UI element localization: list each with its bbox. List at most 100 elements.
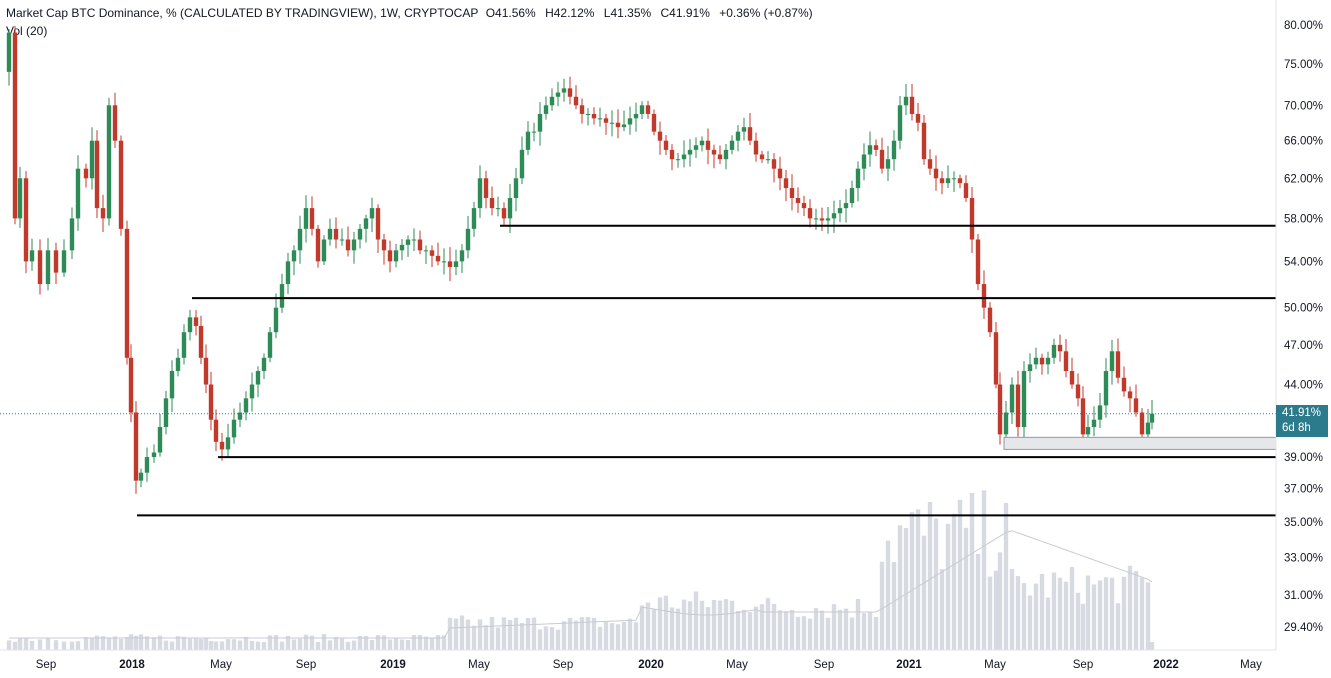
horizontal-levels[interactable]: [0, 224, 1277, 517]
price-tick-label: 47.00%: [1284, 340, 1323, 352]
candle-body: [807, 208, 813, 219]
volume-bar: [213, 641, 219, 650]
volume-bar: [1009, 569, 1015, 650]
volume-bar: [993, 570, 999, 650]
candle-body: [837, 208, 843, 214]
volume-bar: [777, 610, 783, 650]
candle: [675, 152, 681, 168]
candle-body: [106, 105, 112, 219]
volume-bar: [657, 597, 663, 650]
candle-body: [133, 412, 139, 481]
candle-body: [169, 371, 175, 399]
candle-body: [849, 188, 855, 204]
candle-body: [831, 213, 837, 219]
candle: [969, 186, 975, 253]
candle-body: [765, 159, 771, 161]
price-tick-label: 62.00%: [1284, 173, 1323, 185]
volume-bar: [193, 637, 199, 650]
volume-bar: [591, 617, 597, 650]
volume-bar: [237, 640, 243, 650]
candle: [357, 223, 363, 249]
candle: [94, 130, 100, 219]
volume-bar: [61, 641, 67, 650]
candle: [447, 247, 453, 282]
volume-bar: [345, 641, 351, 650]
candle-body: [163, 398, 169, 427]
volume-bar: [351, 640, 357, 650]
volume-bar: [249, 640, 255, 650]
candle-body: [717, 154, 723, 160]
candle-body: [357, 228, 363, 240]
chart-header: Market Cap BTC Dominance, % (CALCULATED …: [6, 6, 819, 20]
candle: [831, 200, 837, 233]
volume-bar: [771, 603, 777, 650]
candle-body: [399, 244, 405, 251]
candle: [813, 208, 819, 230]
candle: [128, 344, 134, 423]
candle: [118, 135, 124, 236]
candle-body: [915, 113, 921, 123]
candle-body: [549, 96, 555, 106]
candle-body: [573, 96, 579, 106]
volume-bar: [597, 626, 603, 650]
candle: [459, 244, 465, 273]
candle: [1080, 386, 1086, 446]
volume-bar: [525, 618, 531, 650]
candle-body: [435, 255, 441, 262]
symbol-title[interactable]: Market Cap BTC Dominance, % (CALCULATED …: [6, 6, 479, 20]
volume-bar: [507, 620, 513, 650]
volume-bar: [783, 611, 789, 650]
volume-bar: [267, 635, 273, 650]
volume-bar: [53, 640, 59, 650]
volume-bar: [537, 629, 543, 650]
volume-bar: [1097, 580, 1103, 650]
high-value: H42.12%: [545, 6, 595, 20]
candle: [585, 108, 591, 126]
candle-body: [537, 113, 543, 132]
candle: [193, 310, 199, 336]
volume-bar: [663, 595, 669, 650]
candle-body: [867, 145, 873, 155]
candle-body: [471, 208, 477, 229]
candle: [945, 165, 951, 189]
candle-body: [747, 127, 753, 141]
candle-body: [267, 332, 273, 358]
candle: [741, 117, 747, 141]
price-tick-label: 37.00%: [1284, 484, 1323, 496]
candle-body: [567, 88, 573, 97]
candle: [351, 231, 357, 264]
candle-body: [1039, 357, 1045, 365]
volume-bar: [885, 540, 891, 650]
candle: [573, 85, 579, 110]
volume-bar: [29, 640, 35, 650]
candle: [29, 238, 35, 271]
price-tick-label: 66.00%: [1284, 136, 1323, 148]
candle-body: [124, 228, 130, 358]
candle: [663, 135, 669, 155]
candle: [519, 136, 525, 185]
volume-bar: [1127, 565, 1133, 650]
price-tick-label: 70.00%: [1284, 100, 1323, 112]
candle: [997, 372, 1003, 445]
candle-body: [1027, 364, 1033, 372]
volume-bar: [549, 627, 555, 650]
candle: [327, 218, 333, 246]
candle: [867, 131, 873, 167]
candle: [203, 344, 209, 394]
candle-body: [441, 261, 447, 263]
volume-bar: [819, 610, 825, 650]
volume-bar: [1109, 577, 1115, 650]
volume-bar: [169, 641, 175, 650]
volume-bars: [6, 490, 1155, 650]
volume-bar: [417, 635, 423, 650]
candle: [873, 139, 879, 157]
candle-body: [315, 228, 321, 262]
candle: [138, 468, 144, 488]
candle-body: [1085, 426, 1091, 435]
volume-bar: [203, 638, 209, 650]
candle: [1097, 392, 1103, 428]
volume-bar: [133, 635, 139, 650]
candle-body: [1149, 413, 1155, 423]
candle-body: [1051, 344, 1057, 358]
